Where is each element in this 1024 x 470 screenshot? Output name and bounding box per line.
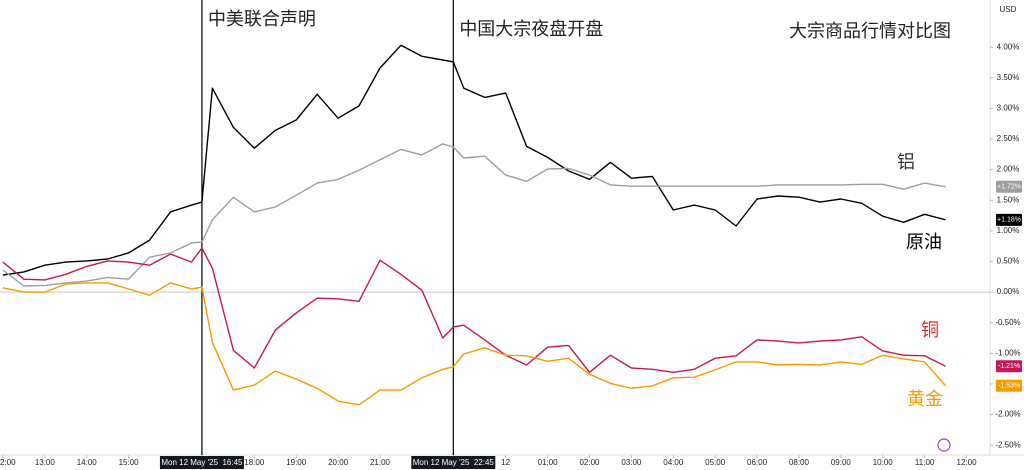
icon[interactable] [937, 438, 951, 452]
end-label: -1.53% [998, 383, 1020, 390]
y-tick-label: 4.00% [997, 42, 1020, 51]
currency-label: USD [1000, 5, 1017, 14]
x-tick-label: 12:00 [957, 458, 978, 467]
y-tick-label: 3.00% [997, 104, 1020, 113]
end-label: +1.72% [997, 184, 1021, 191]
series-name: 原油 [906, 232, 942, 252]
end-label-box [996, 180, 1022, 193]
x-tick-label: 04:00 [663, 458, 684, 467]
end-label-box [996, 360, 1022, 373]
x-tick-label: 09:00 [831, 458, 852, 467]
series-line [2, 143, 946, 287]
y-tick-label: -0.50% [995, 318, 1020, 327]
y-tick-label: 2.00% [997, 165, 1020, 174]
series-name: 铝 [897, 152, 915, 172]
y-tick-label: 0.50% [997, 257, 1020, 266]
y-tick-label: 2.50% [997, 134, 1020, 143]
event-label: 中美联合声明 [208, 9, 316, 29]
x-tick-label: 14:00 [77, 458, 98, 467]
x-tick-label: 13:00 [35, 458, 56, 467]
series-line [2, 247, 946, 373]
x-tick-label: 15:00 [119, 458, 140, 467]
y-tick-label: 3.50% [997, 73, 1020, 82]
chart-title: 大宗商品行情对比图 [789, 21, 951, 41]
series-name: 铜 [921, 320, 939, 340]
x-tick-label: 18:00 [244, 458, 265, 467]
x-tick-label: 12 [501, 458, 510, 467]
x-tick-label: 19:00 [286, 458, 307, 467]
x-tick-label: Mon 12 May '25 16:45 [161, 458, 243, 467]
event-label: 中国大宗夜盘开盘 [459, 19, 603, 39]
x-tick-label: 03:00 [621, 458, 642, 467]
y-tick-label: -2.00% [995, 410, 1020, 419]
x-tick-label: 02:00 [579, 458, 600, 467]
y-tick-label: 1.50% [997, 195, 1020, 204]
end-label: -1.21% [998, 363, 1020, 370]
x-tick-label: 2:00 [0, 458, 16, 467]
end-label-box [996, 213, 1022, 226]
series-line [2, 282, 947, 406]
x-tick-label: 05:00 [705, 458, 726, 467]
series-name: 黄金 [907, 389, 943, 409]
x-tick-label: Mon 12 May '25 22:45 [413, 458, 495, 467]
x-tick-label: 10:00 [873, 458, 894, 467]
y-tick-label: 1.00% [997, 226, 1020, 235]
x-tick-label: 20:00 [328, 458, 349, 467]
series-line [2, 44, 946, 276]
x-tick-highlight [411, 456, 496, 469]
y-tick-label: -1.00% [995, 348, 1020, 357]
end-label-box [996, 379, 1022, 392]
x-tick-label: 01:00 [538, 458, 559, 467]
y-tick-label: -2.50% [995, 440, 1020, 449]
x-tick-highlight [159, 456, 244, 469]
y-tick-label: 0.00% [997, 287, 1020, 296]
x-tick-label: 06:00 [747, 458, 768, 467]
x-tick-label: 21:00 [370, 458, 391, 467]
end-label: +1.18% [997, 217, 1021, 224]
x-tick-label: 08:00 [789, 458, 810, 467]
x-tick-label: 11:00 [915, 458, 935, 467]
